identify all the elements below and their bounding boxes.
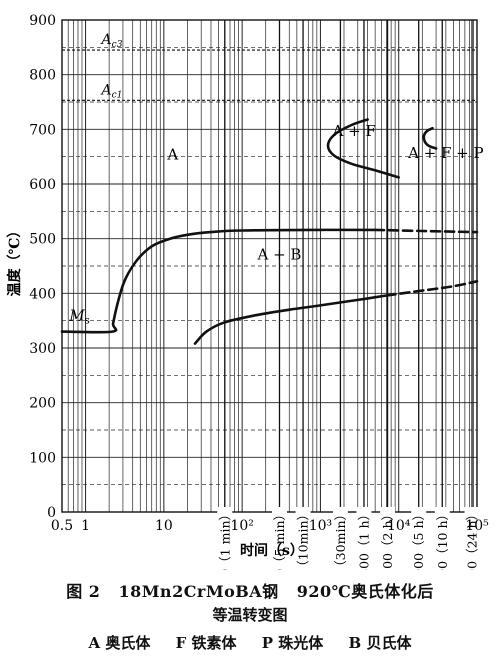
curve-solid bbox=[193, 294, 388, 345]
curve-solid bbox=[422, 126, 438, 150]
y-tick-label: 500 bbox=[29, 232, 56, 248]
time-marker-label: 86 400（24 h） bbox=[465, 508, 480, 570]
phase-label: A + B bbox=[257, 245, 302, 263]
time-marker-label: 36 000（10 h） bbox=[435, 508, 450, 570]
legend-item-bainite: B 贝氏体 bbox=[349, 634, 412, 652]
phase-legend: A 奥氏体 F 铁素体 P 珠光体 B 贝氏体 bbox=[0, 632, 500, 653]
time-marker-label: 18 000（5 h） bbox=[411, 508, 426, 570]
time-marker-label-bg bbox=[295, 507, 311, 570]
legend-text: 珠光体 bbox=[278, 634, 324, 652]
curves: Ms bbox=[60, 118, 479, 345]
grid bbox=[62, 20, 477, 512]
y-tick-label: 800 bbox=[29, 68, 56, 84]
y-tick-label: 400 bbox=[29, 286, 56, 302]
figure-caption: 图 2 18Mn2CrMoBA钢 920℃奥氏体化后 bbox=[0, 578, 500, 602]
tick-labels: 0 100 200 300 400 500 600 700 800 900 0.5 1 10 10² 10³… bbox=[29, 13, 489, 534]
legend-symbol: F bbox=[175, 634, 187, 652]
curve-solid bbox=[60, 228, 377, 334]
x-tick-label: 10² bbox=[230, 518, 253, 534]
reference-label-ac3: Ac3 bbox=[100, 32, 123, 50]
phase-label: A + F + P bbox=[407, 144, 484, 162]
reference-label-ac1: Ac1 bbox=[100, 82, 123, 100]
time-marker-label: 3600（1 h） bbox=[356, 508, 371, 570]
time-marker-label-bg bbox=[434, 507, 450, 570]
time-marker-label-bg bbox=[411, 507, 427, 570]
time-marker-label: 600（10min） bbox=[296, 508, 311, 570]
x-tick-label: 0.5 bbox=[51, 518, 73, 534]
x-tick-label: 10⁵ bbox=[465, 518, 489, 534]
time-marker-label-bg bbox=[332, 507, 348, 570]
legend-symbol: B bbox=[348, 634, 362, 652]
time-marker-label: 7200（2 h） bbox=[380, 508, 395, 570]
y-tick-label: 700 bbox=[29, 122, 56, 138]
curve-dashed bbox=[373, 228, 479, 234]
x-tick-label: 10³ bbox=[309, 518, 332, 534]
y-tick-label: 300 bbox=[29, 341, 56, 357]
time-marker-label-bg bbox=[271, 507, 287, 570]
x-tick-label: 10 bbox=[155, 518, 173, 534]
phase-label: A + F bbox=[332, 122, 376, 140]
steel-grade: 18Mn2CrMoBA钢 bbox=[118, 582, 279, 601]
reference-lines: Ac3 Ac1 bbox=[62, 32, 477, 101]
phase-labels: A A + F A + F + P A + B bbox=[166, 122, 483, 264]
plot-frame bbox=[61, 19, 478, 513]
x-tick-label: 10⁴ bbox=[387, 518, 411, 534]
legend-item-pearlite: P 珠光体 bbox=[262, 634, 324, 652]
y-tick-label: 100 bbox=[29, 450, 56, 466]
time-marker-label: 1800（30min） bbox=[333, 508, 348, 570]
x-axis-label: 时间（s） bbox=[240, 542, 304, 559]
y-tick-label: 900 bbox=[29, 13, 56, 29]
figure-subtitle: 等温转变图 bbox=[212, 606, 288, 624]
legend-text: 奥氏体 bbox=[105, 634, 151, 652]
ms-label: Ms bbox=[68, 307, 90, 327]
time-marker-label-bg bbox=[380, 507, 396, 570]
legend-item-ferrite: F 铁素体 bbox=[176, 634, 237, 652]
time-marker-label: 60（1 min） bbox=[217, 508, 232, 570]
time-markers: 60（1 min） 300（5 min） 600（10min） 1800（30min）… bbox=[217, 20, 480, 570]
time-marker-label: 300（5 min） bbox=[272, 508, 287, 570]
time-marker-label-bg bbox=[217, 507, 233, 570]
y-tick-label: 0 bbox=[47, 505, 56, 521]
time-marker-label-bg bbox=[356, 507, 372, 570]
y-axis-label: 温度（℃） bbox=[6, 224, 23, 297]
legend-symbol: A bbox=[88, 634, 101, 652]
phase-label: A bbox=[166, 145, 178, 163]
time-marker-label-bg bbox=[464, 507, 480, 570]
curve-dashed bbox=[385, 280, 479, 297]
legend-text: 贝氏体 bbox=[366, 634, 412, 652]
legend-symbol: P bbox=[261, 634, 274, 652]
y-tick-label: 200 bbox=[29, 396, 56, 412]
y-tick-label: 600 bbox=[29, 177, 56, 193]
figure-number: 图 2 bbox=[66, 582, 101, 601]
legend-item-austenite: A 奥氏体 bbox=[89, 634, 151, 652]
legend-text: 铁素体 bbox=[191, 634, 237, 652]
curve-solid bbox=[326, 118, 400, 179]
x-tick-label: 1 bbox=[81, 518, 90, 534]
caption-condition: 920℃奥氏体化后 bbox=[296, 582, 434, 601]
